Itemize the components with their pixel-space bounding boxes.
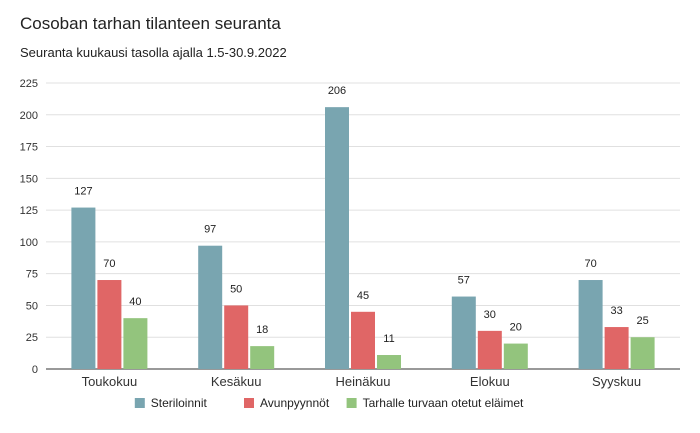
y-tick-label: 200 — [20, 110, 38, 122]
data-label: 18 — [256, 324, 268, 336]
x-tick-label: Elokuu — [470, 374, 510, 389]
data-label: 45 — [357, 290, 369, 302]
bar — [477, 330, 502, 369]
bar — [377, 355, 401, 369]
bar — [71, 207, 96, 369]
bar — [578, 280, 603, 369]
x-tick-label: Kesäkuu — [211, 374, 262, 389]
y-tick-label: 225 — [20, 78, 38, 90]
legend-label: Tarhalle turvaan otetut eläimet — [363, 396, 524, 410]
y-tick-label: 0 — [32, 364, 38, 376]
data-label: 11 — [383, 333, 394, 345]
bar — [451, 296, 476, 369]
bar — [250, 346, 275, 369]
data-label: 97 — [204, 224, 216, 236]
y-tick-label: 175 — [20, 142, 38, 154]
bar — [351, 311, 375, 369]
data-label: 20 — [510, 322, 522, 334]
bar — [123, 318, 148, 369]
bar — [198, 245, 223, 369]
bar — [224, 305, 249, 369]
data-label: 70 — [584, 258, 596, 270]
x-tick-label: Syyskuu — [592, 374, 641, 389]
data-label: 30 — [484, 309, 496, 321]
x-tick-label: Heinäkuu — [336, 374, 391, 389]
chart-subtitle: Seuranta kuukausi tasolla ajalla 1.5-30.… — [20, 45, 287, 60]
y-tick-label: 50 — [26, 300, 38, 312]
data-label: 206 — [328, 85, 346, 97]
y-tick-label: 25 — [26, 332, 38, 344]
legend-label: Avunpyynnöt — [260, 396, 330, 410]
data-label: 50 — [230, 283, 242, 295]
y-tick-label: 150 — [20, 173, 38, 185]
bar — [325, 107, 349, 369]
legend-swatch — [244, 398, 254, 408]
data-label: 57 — [458, 275, 470, 287]
bar — [97, 280, 122, 369]
data-label: 70 — [103, 258, 115, 270]
data-label: 40 — [129, 296, 141, 308]
chart-title: Cosoban tarhan tilanteen seuranta — [20, 14, 281, 33]
data-label: 25 — [636, 315, 648, 327]
y-tick-label: 125 — [20, 205, 38, 217]
x-tick-label: Toukokuu — [82, 374, 138, 389]
y-tick-label: 75 — [26, 269, 38, 281]
data-label: 33 — [610, 305, 622, 317]
data-label: 127 — [74, 186, 92, 198]
bar — [604, 327, 629, 369]
bar — [503, 343, 528, 369]
bar — [630, 337, 655, 369]
y-tick-label: 100 — [20, 237, 38, 249]
legend-swatch — [346, 398, 357, 408]
legend-swatch — [134, 398, 145, 408]
legend-label: Steriloinnit — [151, 396, 208, 410]
